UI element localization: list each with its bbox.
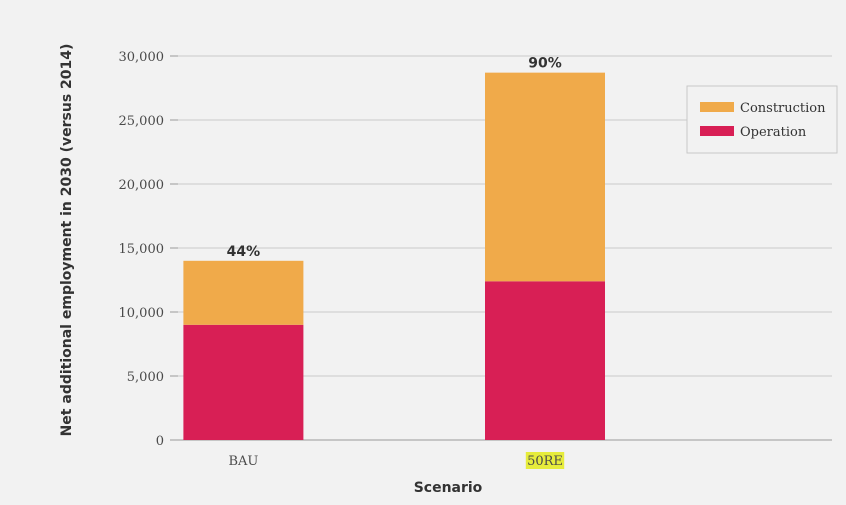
y-tick-label: 5,000 <box>127 370 164 385</box>
y-tick-label: 15,000 <box>119 242 165 257</box>
bar-construction-50re <box>485 72 605 282</box>
x-axis-title: Scenario <box>414 480 483 496</box>
y-axis-ticks: 0 5,000 10,000 15,000 20,000 25,000 30,000 <box>119 50 178 449</box>
y-tick-label: 25,000 <box>119 114 165 129</box>
legend-swatch-construction <box>700 102 734 112</box>
bars <box>183 72 605 440</box>
y-tick-label: 10,000 <box>119 306 165 321</box>
x-tick-highlight <box>525 452 565 469</box>
x-tick-label-50re: 50RE <box>527 454 563 469</box>
y-tick-label: 0 <box>156 434 164 449</box>
x-axis-ticks: BAU 50RE <box>228 452 565 469</box>
x-tick-label-bau: BAU <box>228 454 258 469</box>
legend-label-operation: Operation <box>740 125 807 140</box>
legend-label-construction: Construction <box>740 101 826 116</box>
y-tick-label: 20,000 <box>119 178 165 193</box>
legend-swatch-operation <box>700 126 734 136</box>
bar-operation-bau <box>183 324 304 440</box>
legend: Construction Operation <box>686 85 838 154</box>
y-axis-title: Net additional employment in 2030 (versu… <box>59 44 75 437</box>
data-label-bau: 44% <box>227 244 261 260</box>
bar-construction-bau <box>183 260 304 325</box>
data-labels: 44% 90% <box>227 56 562 260</box>
data-label-50re: 90% <box>528 56 562 72</box>
legend-box <box>686 85 838 154</box>
bar-operation-50re <box>485 281 605 440</box>
y-tick-label: 30,000 <box>119 50 165 65</box>
